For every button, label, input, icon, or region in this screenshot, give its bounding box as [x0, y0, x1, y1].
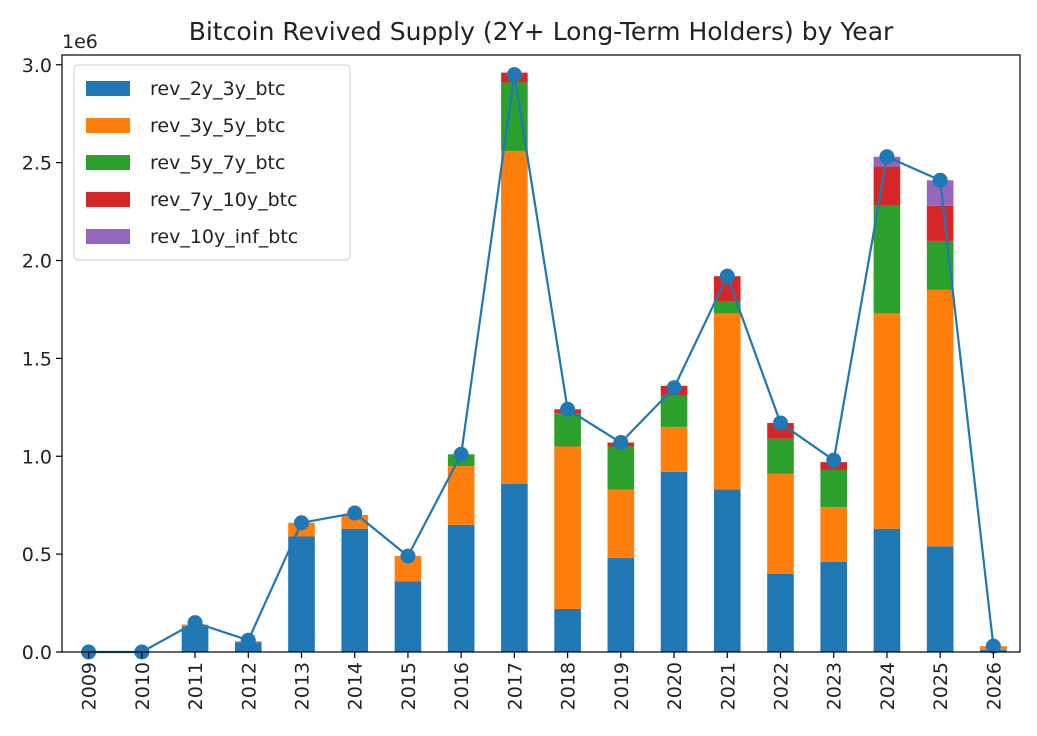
legend-label-rev_3y_5y_btc: rev_3y_5y_btc: [150, 115, 285, 137]
total-point-2021: [719, 268, 735, 284]
bar-rev_2y_3y_btc-2018: [554, 608, 581, 652]
bar-rev_2y_3y_btc-2015: [394, 581, 422, 652]
legend-swatch-rev_5y_7y_btc: [86, 155, 130, 170]
x-tick-label: 2026: [983, 662, 1005, 710]
bar-rev_7y_10y_btc-2024: [873, 166, 901, 206]
total-point-2022: [773, 415, 788, 431]
bar-rev_3y_5y_btc-2019: [607, 489, 635, 559]
total-point-2017: [506, 67, 522, 83]
x-tick-label: 2013: [292, 662, 314, 710]
x-tick-label: 2011: [185, 662, 207, 710]
axes-layer: 0.0 0.5 1.0 1.5 2.0 2.5 3.0 2009 2010 2011 2012 201…: [22, 54, 1021, 710]
y-tick-label: 1.5: [22, 348, 52, 370]
total-point-2023: [826, 452, 842, 468]
bar-rev_3y_5y_btc-2025: [926, 289, 954, 547]
bar-rev_2y_3y_btc-2014: [341, 528, 369, 652]
bar-rev_3y_5y_btc-2024: [873, 313, 901, 529]
y-tick-label: 1.0: [22, 446, 52, 468]
bar-rev_5y_7y_btc-2022: [767, 438, 794, 474]
total-point-2013: [294, 515, 309, 531]
bar-rev_2y_3y_btc-2011: [181, 626, 209, 652]
bar-rev_2y_3y_btc-2023: [820, 561, 848, 652]
y-tick-label: 2.0: [22, 251, 52, 273]
bar-rev_3y_5y_btc-2020: [660, 426, 688, 472]
bar-rev_5y_7y_btc-2024: [873, 205, 901, 314]
total-point-2025: [932, 172, 948, 188]
x-tick-label: 2019: [611, 662, 633, 710]
bar-rev_2y_3y_btc-2013: [288, 536, 315, 652]
bar-rev_5y_7y_btc-2019: [607, 446, 635, 490]
legend-swatch-rev_7y_10y_btc: [86, 192, 130, 207]
x-tick-label: 2014: [345, 662, 367, 710]
total-point-2014: [347, 505, 363, 521]
x-tick-label: 2016: [451, 662, 473, 710]
legend-label-rev_7y_10y_btc: rev_7y_10y_btc: [150, 189, 298, 211]
bar-rev_5y_7y_btc-2020: [660, 395, 688, 427]
x-tick-label: 2024: [877, 662, 899, 710]
total-line: [88, 74, 995, 654]
bar-rev_2y_3y_btc-2017: [501, 483, 528, 652]
bar-rev_3y_5y_btc-2021: [713, 313, 741, 490]
x-tick-label: 2009: [79, 662, 101, 710]
bar-rev_3y_5y_btc-2018: [554, 446, 581, 609]
total-point-2011: [187, 615, 203, 631]
total-point-2026: [985, 638, 1001, 654]
bars-layer: [181, 72, 1007, 652]
y-scale-label: 1e6: [62, 31, 98, 53]
y-tick-label: 0.5: [22, 544, 52, 566]
y-tick-label: 3.0: [22, 55, 52, 77]
bar-rev_3y_5y_btc-2016: [447, 466, 475, 525]
axes-frame: [61, 54, 1021, 653]
bar-rev_3y_5y_btc-2022: [767, 473, 794, 574]
x-tick-label: 2010: [132, 662, 154, 710]
total-line-layer: [81, 67, 1001, 660]
bar-rev_3y_5y_btc-2017: [501, 150, 528, 484]
bar-rev_2y_3y_btc-2020: [660, 471, 688, 652]
bar-rev_2y_3y_btc-2019: [607, 558, 635, 652]
total-point-2020: [666, 380, 682, 396]
x-tick-label: 2018: [558, 662, 580, 710]
legend-box: [73, 64, 351, 261]
legend-swatch-rev_10y_inf_btc: [86, 229, 130, 244]
x-tick-label: 2017: [504, 662, 526, 710]
bar-rev_2y_3y_btc-2024: [873, 528, 901, 652]
x-tick-label: 2023: [824, 662, 846, 710]
x-tick-label: 2022: [771, 662, 793, 710]
bar-rev_2y_3y_btc-2022: [767, 573, 794, 652]
bar-rev_5y_7y_btc-2023: [820, 469, 848, 508]
bar-rev_3y_5y_btc-2023: [820, 507, 848, 562]
x-tick-label: 2015: [398, 662, 420, 710]
x-tick-label: 2012: [238, 662, 260, 710]
total-point-2012: [240, 632, 256, 648]
legend-label-rev_5y_7y_btc: rev_5y_7y_btc: [150, 152, 285, 174]
bar-rev_5y_7y_btc-2021: [713, 301, 741, 314]
bar-rev_7y_10y_btc-2025: [926, 205, 954, 241]
total-point-2016: [453, 446, 469, 462]
y-tick-label: 0.0: [22, 642, 52, 664]
legend: rev_2y_3y_btc rev_3y_5y_btc rev_5y_7y_btcr…: [73, 64, 351, 261]
bar-rev_2y_3y_btc-2025: [926, 546, 954, 652]
x-tick-label: 2021: [717, 662, 739, 710]
legend-label-rev_2y_3y_btc: rev_2y_3y_btc: [150, 78, 285, 100]
total-point-2024: [879, 149, 895, 165]
y-tick-label: 2.5: [22, 153, 52, 175]
legend-swatch-rev_2y_3y_btc: [86, 81, 130, 96]
x-tick-label: 2025: [930, 662, 952, 710]
total-point-2015: [400, 548, 416, 564]
total-point-2019: [613, 435, 629, 451]
legend-swatch-rev_3y_5y_btc: [86, 118, 130, 133]
legend-label-rev_10y_inf_btc: rev_10y_inf_btc: [150, 226, 298, 248]
chart-title: Bitcoin Revived Supply (2Y+ Long-Term Ho…: [189, 17, 894, 46]
bar-rev_5y_7y_btc-2018: [554, 413, 581, 447]
total-point-2018: [560, 401, 576, 417]
bar-rev_2y_3y_btc-2021: [713, 489, 741, 652]
bar-rev_2y_3y_btc-2016: [447, 524, 475, 652]
x-tick-label: 2020: [664, 662, 686, 710]
